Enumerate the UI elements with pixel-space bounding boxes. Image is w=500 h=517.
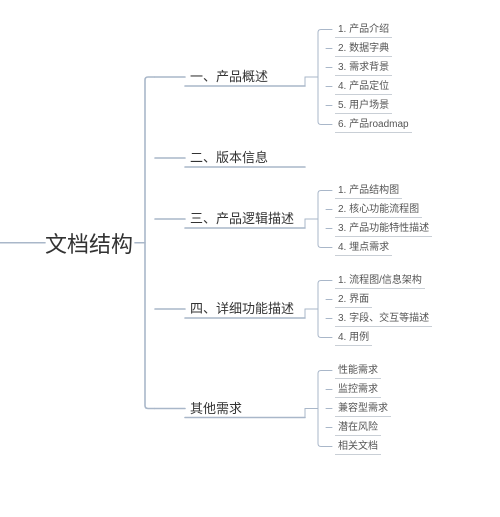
- leaf-b5l3: 兼容型需求: [335, 399, 391, 417]
- leaf-b1l4: 4. 产品定位: [335, 77, 392, 95]
- branch-label-b4: 四、详细功能描述: [190, 298, 294, 317]
- leaf-b4l2: 2. 界面: [335, 290, 372, 308]
- leaf-b1l1: 1. 产品介绍: [335, 20, 392, 38]
- leaf-b5l5: 相关文档: [335, 437, 381, 455]
- leaf-b5l4: 潜在风险: [335, 418, 381, 436]
- leaf-b4l4: 4. 用例: [335, 328, 372, 346]
- leaf-b3l4: 4. 埋点需求: [335, 238, 392, 256]
- leaf-b3l3: 3. 产品功能特性描述: [335, 219, 432, 237]
- leaf-b5l2: 监控需求: [335, 380, 381, 398]
- root-node-label: 文档结构: [45, 227, 133, 259]
- branch-label-b2: 二、版本信息: [190, 147, 268, 166]
- branch-label-b5: 其他需求: [190, 398, 242, 417]
- leaf-b5l1: 性能需求: [335, 361, 381, 379]
- leaf-b1l6: 6. 产品roadmap: [335, 115, 412, 133]
- leaf-b3l2: 2. 核心功能流程图: [335, 200, 422, 218]
- leaf-b3l1: 1. 产品结构图: [335, 181, 402, 199]
- leaf-b1l5: 5. 用户场景: [335, 96, 392, 114]
- leaf-b1l2: 2. 数据字典: [335, 39, 392, 57]
- leaf-b1l3: 3. 需求背景: [335, 58, 392, 76]
- leaf-b4l3: 3. 字段、交互等描述: [335, 309, 432, 327]
- leaf-b4l1: 1. 流程图/信息架构: [335, 271, 425, 289]
- branch-label-b3: 三、产品逻辑描述: [190, 208, 294, 227]
- branch-label-b1: 一、产品概述: [190, 66, 268, 85]
